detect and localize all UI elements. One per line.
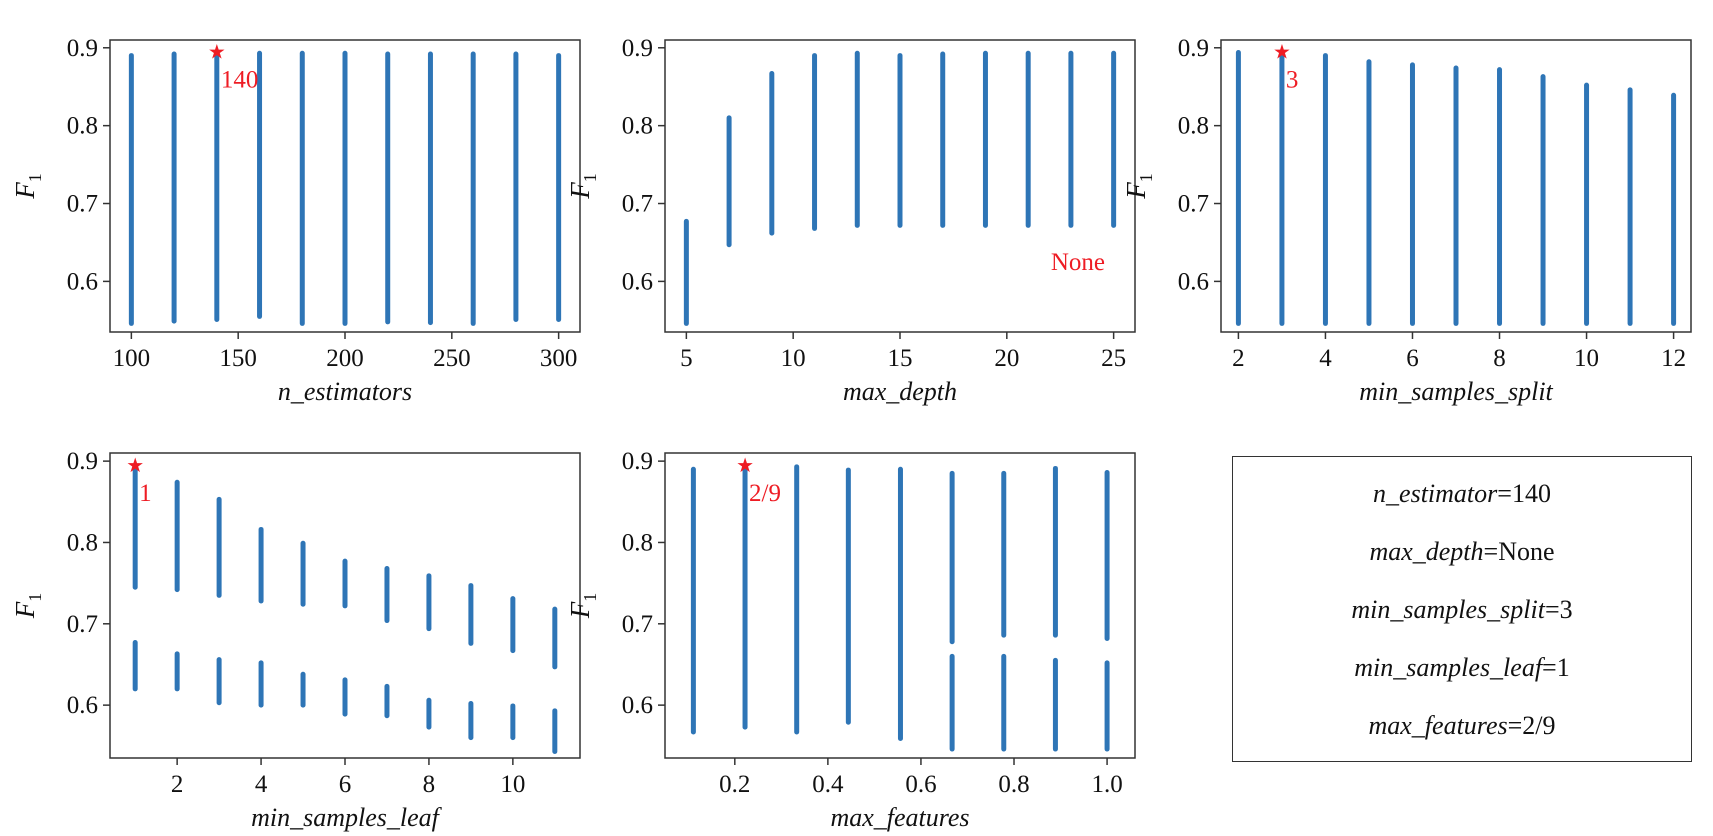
param-value: =2/9 (1507, 711, 1556, 740)
y-tick-label: 0.9 (622, 35, 653, 62)
y-axis-label-main: F (565, 182, 595, 200)
y-axis-label-main: F (1121, 182, 1151, 200)
y-tick-label: 0.6 (622, 692, 653, 719)
y-axis-label: F1 (10, 593, 45, 620)
x-tick-label: 0.4 (812, 771, 844, 798)
axes-frame (1220, 39, 1692, 333)
panel-min-samples-split: 0.6 0.7 0.8 0.9 2 4 6 8 10 12 min_samples_split F1 ★… (1121, 35, 1692, 406)
y-axis-label: F1 (1121, 173, 1156, 200)
x-tick-label: 6 (339, 771, 352, 798)
param-min-samples-split: min_samples_split=3 (1233, 595, 1691, 625)
y-tick-label: 0.9 (1178, 35, 1209, 62)
x-tick-label: 0.6 (905, 771, 936, 798)
axes-frame (664, 452, 1136, 759)
y-tick-label: 0.7 (622, 191, 653, 218)
panel-n-estimators: 0.6 0.7 0.8 0.9 100 150 200 250 300 n_estimators F… (10, 35, 581, 406)
x-tick-label: 6 (1406, 345, 1419, 372)
param-name: max_features (1368, 711, 1508, 740)
y-tick-label: 0.8 (622, 529, 653, 556)
y-axis-label: F1 (565, 173, 600, 200)
param-value: =3 (1544, 595, 1573, 624)
y-tick-label: 0.9 (67, 35, 98, 62)
x-tick-label: 20 (994, 345, 1019, 372)
x-tick-label: 4 (1319, 345, 1332, 372)
x-tick-label: 10 (500, 771, 525, 798)
param-name: min_samples_leaf (1354, 653, 1543, 682)
best-value-label: 2/9 (749, 480, 781, 507)
best-value-label: 3 (1286, 67, 1299, 94)
y-axis-label-subscript: 1 (580, 593, 600, 602)
best-marker-star-icon: ★ (1273, 40, 1291, 64)
x-tick-label: 8 (1493, 345, 1506, 372)
y-tick-label: 0.6 (67, 692, 98, 719)
best-marker-star-icon: ★ (208, 40, 226, 64)
y-tick-label: 0.6 (622, 268, 653, 295)
x-tick-label: 15 (888, 345, 913, 372)
best-marker-star-icon: ★ (736, 453, 754, 477)
y-tick-label: 0.8 (1178, 113, 1209, 140)
y-axis-label-main: F (10, 601, 40, 619)
y-tick-label: 0.9 (67, 448, 98, 475)
y-tick-label: 0.8 (67, 113, 98, 140)
param-name: n_estimator (1373, 479, 1498, 508)
y-tick-label: 0.7 (1178, 191, 1209, 218)
y-axis-label-main: F (10, 182, 40, 200)
param-n-estimator: n_estimator=140 (1233, 479, 1691, 509)
panel-max-depth: 0.6 0.7 0.8 0.9 5 10 15 20 25 max_depth F1 None (565, 35, 1136, 406)
annotation-label: None (1051, 249, 1105, 276)
x-axis-label: min_samples_split (1359, 377, 1553, 406)
x-tick-label: 250 (433, 345, 471, 372)
param-name: min_samples_split (1351, 595, 1545, 624)
param-value: =None (1483, 537, 1555, 566)
y-tick-label: 0.7 (67, 611, 98, 638)
x-tick-label: 300 (540, 345, 578, 372)
x-tick-label: 2 (171, 771, 184, 798)
x-tick-label: 10 (781, 345, 806, 372)
panel-max-features: 0.6 0.7 0.8 0.9 0.2 0.4 0.6 0.8 1.0 max_features F… (565, 448, 1136, 832)
y-tick-label: 0.9 (622, 448, 653, 475)
x-tick-label: 2 (1232, 345, 1245, 372)
best-params-box: n_estimator=140 max_depth=None min_sampl… (1232, 456, 1692, 762)
y-tick-label: 0.6 (67, 268, 98, 295)
best-marker-star-icon: ★ (126, 453, 144, 477)
y-tick-label: 0.7 (622, 611, 653, 638)
y-tick-label: 0.8 (622, 113, 653, 140)
y-tick-label: 0.7 (67, 191, 98, 218)
x-axis-label: max_features (830, 803, 969, 832)
y-tick-label: 0.6 (1178, 268, 1209, 295)
x-tick-label: 100 (113, 345, 151, 372)
param-value: =1 (1542, 653, 1570, 682)
x-tick-label: 150 (219, 345, 257, 372)
param-min-samples-leaf: min_samples_leaf=1 (1233, 653, 1691, 683)
x-tick-label: 25 (1101, 345, 1126, 372)
param-max-depth: max_depth=None (1233, 537, 1691, 567)
x-axis-label: max_depth (843, 377, 957, 406)
x-tick-label: 5 (680, 345, 693, 372)
x-tick-label: 8 (423, 771, 436, 798)
param-value: =140 (1497, 479, 1551, 508)
y-axis-label: F1 (565, 593, 600, 620)
x-tick-label: 200 (326, 345, 364, 372)
y-tick-label: 0.8 (67, 529, 98, 556)
y-axis-label-subscript: 1 (580, 173, 600, 182)
y-axis-label-main: F (565, 601, 595, 619)
y-axis-label: F1 (10, 173, 45, 200)
param-max-features: max_features=2/9 (1233, 711, 1691, 741)
x-tick-label: 0.8 (998, 771, 1029, 798)
best-value-label: 140 (221, 67, 259, 94)
x-tick-label: 10 (1574, 345, 1599, 372)
y-axis-label-subscript: 1 (1136, 173, 1156, 182)
x-tick-label: 4 (255, 771, 268, 798)
x-tick-label: 0.2 (719, 771, 750, 798)
x-axis-label: n_estimators (278, 377, 412, 406)
x-tick-label: 12 (1661, 345, 1686, 372)
y-axis-label-subscript: 1 (25, 173, 45, 182)
param-name: max_depth (1369, 537, 1484, 566)
x-axis-label: min_samples_leaf (251, 803, 443, 832)
x-tick-label: 1.0 (1091, 771, 1122, 798)
best-value-label: 1 (139, 480, 152, 507)
y-axis-label-subscript: 1 (25, 593, 45, 602)
